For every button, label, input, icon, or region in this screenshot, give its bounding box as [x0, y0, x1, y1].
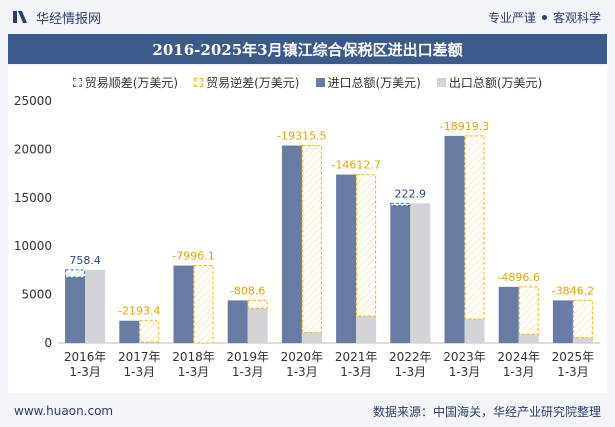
import-bar: [444, 135, 465, 343]
balance-label: -18919.3: [440, 120, 489, 133]
x-tick-label: 1-3月: [557, 365, 589, 379]
x-tick-label: 1-3月: [178, 365, 210, 379]
balance-label: -14612.7: [331, 159, 380, 172]
footer-url[interactable]: www.huaon.com: [14, 404, 114, 418]
export-bar: [356, 316, 377, 343]
legend-label-export: 出口总额(万美元): [448, 76, 543, 90]
import-bar: [390, 205, 411, 343]
chart-title: 2016-2025年3月镇江综合保税区进出口差额: [8, 34, 607, 64]
brand-name: 华经情报网: [36, 11, 102, 27]
import-bar: [336, 174, 357, 343]
import-bar: [227, 300, 248, 343]
surplus-box: [65, 269, 86, 278]
chart-legend: 贸易顺差(万美元) 贸易逆差(万美元) 进口总额(万美元) 出口总额(万美元): [8, 74, 607, 91]
export-bar: [464, 318, 485, 343]
export-bar: [139, 341, 160, 343]
legend-label-deficit: 贸易逆差(万美元): [206, 76, 300, 90]
import-bar: [119, 320, 140, 343]
export-bar: [572, 337, 593, 343]
tagline: 专业严谨 客观科学: [488, 9, 601, 26]
legend-label-import: 进口总额(万美元): [327, 76, 421, 90]
tagline-2: 客观科学: [552, 10, 601, 25]
legend-swatch-surplus: [72, 78, 82, 87]
x-tick-label: 1-3月: [69, 365, 101, 379]
balance-label: 222.9: [395, 187, 427, 200]
x-tick-label: 2023年: [443, 350, 486, 364]
deficit-box: [139, 320, 160, 343]
bar-chart: 0500010000150002000025000758.42016年1-3月-…: [14, 94, 600, 379]
balance-label: -3846.2: [552, 284, 594, 297]
legend-label-surplus: 贸易顺差(万美元): [84, 76, 179, 90]
balance-label: -4896.6: [497, 271, 539, 284]
export-bar: [518, 334, 539, 343]
export-bar: [247, 308, 268, 343]
top-bar: 华经情报网 专业严谨 客观科学: [0, 0, 615, 34]
x-tick-label: 1-3月: [232, 365, 264, 379]
deficit-box: [464, 135, 485, 320]
y-tick-label: 20000: [14, 142, 52, 156]
x-tick-label: 1-3月: [123, 365, 155, 379]
x-tick-label: 2025年: [552, 350, 595, 364]
huajing-logo-icon: [13, 11, 27, 23]
export-bar: [410, 203, 431, 343]
x-tick-label: 1-3月: [449, 365, 481, 379]
y-tick-label: 15000: [14, 191, 52, 205]
tagline-1: 专业严谨: [487, 10, 536, 25]
import-bar: [552, 300, 573, 343]
bullet-dot-icon: [541, 14, 547, 20]
x-tick-label: 2016年: [64, 350, 107, 364]
import-bar: [65, 277, 86, 343]
x-tick-label: 2024年: [497, 350, 540, 364]
x-tick-label: 1-3月: [340, 365, 372, 379]
chart-panel: 贸易顺差(万美元) 贸易逆差(万美元) 进口总额(万美元) 出口总额(万美元): [8, 66, 607, 393]
deficit-box: [247, 299, 268, 309]
x-tick-label: 2021年: [335, 350, 378, 364]
y-tick-label: 10000: [14, 239, 52, 253]
x-tick-label: 1-3月: [394, 365, 426, 379]
deficit-box: [193, 265, 214, 344]
import-bar: [173, 265, 194, 343]
x-tick-label: 1-3月: [503, 365, 535, 379]
import-bar: [281, 145, 302, 343]
y-tick-label: 25000: [14, 94, 52, 108]
footer: www.huaon.com 数据来源：中国海关，华经产业研究院整理: [0, 395, 615, 427]
balance-label: -19315.5: [277, 130, 326, 143]
balance-label: 758.4: [69, 254, 101, 267]
x-tick-label: 2022年: [389, 350, 432, 364]
deficit-box: [572, 299, 593, 339]
y-tick-label: 5000: [21, 288, 52, 302]
export-bar: [301, 332, 322, 343]
legend-item-deficit[interactable]: 贸易逆差(万美元): [194, 74, 300, 91]
x-tick-label: 1-3月: [286, 365, 318, 379]
balance-label: -2193.4: [118, 305, 160, 318]
surplus-box: [390, 202, 411, 207]
deficit-box: [356, 174, 377, 317]
legend-swatch-deficit: [194, 78, 204, 87]
x-tick-label: 2017年: [118, 350, 161, 364]
export-bar: [85, 269, 106, 343]
legend-item-export[interactable]: 出口总额(万美元): [436, 74, 543, 91]
legend-item-import[interactable]: 进口总额(万美元): [315, 74, 421, 91]
legend-swatch-import: [315, 78, 325, 87]
x-tick-label: 2018年: [172, 350, 215, 364]
balance-label: -7996.1: [172, 250, 214, 263]
y-tick-label: 0: [44, 336, 52, 350]
legend-item-surplus[interactable]: 贸易顺差(万美元): [72, 74, 179, 91]
legend-swatch-export: [436, 78, 446, 87]
import-bar: [498, 286, 519, 343]
footer-source: 数据来源：中国海关，华经产业研究院整理: [372, 404, 601, 419]
x-tick-label: 2019年: [226, 350, 269, 364]
x-tick-label: 2020年: [281, 350, 324, 364]
balance-label: -808.6: [230, 284, 265, 297]
deficit-box: [518, 286, 539, 335]
deficit-box: [301, 145, 322, 334]
brand[interactable]: 华经情报网: [12, 8, 101, 27]
